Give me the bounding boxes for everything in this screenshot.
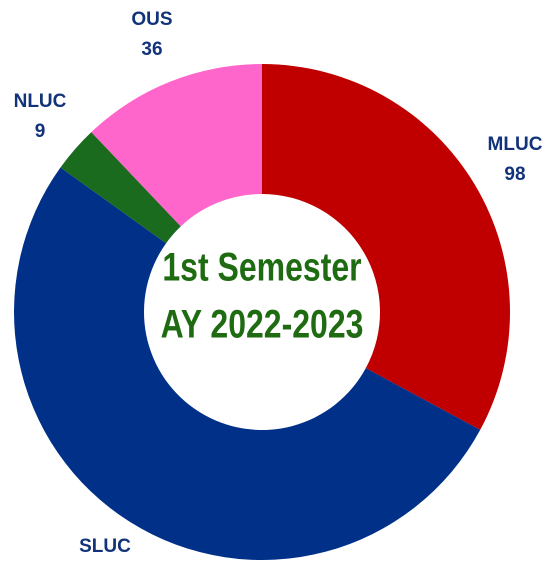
slice-value: 98 [504, 164, 525, 185]
slice-label: OUS [131, 9, 172, 30]
donut-slice [14, 167, 481, 560]
slice-value: 36 [141, 39, 162, 60]
donut-slice [60, 132, 181, 244]
slice-label: SLUC [79, 536, 131, 557]
slice-value: 9 [35, 121, 46, 142]
center-text: 1st Semester [162, 244, 361, 289]
center-text: AY 2022-2023 [161, 301, 364, 346]
slice-label: MLUC [488, 134, 543, 155]
donut-slice [262, 64, 510, 430]
donut-slice [91, 64, 263, 227]
slice-label: NLUC [14, 91, 67, 112]
